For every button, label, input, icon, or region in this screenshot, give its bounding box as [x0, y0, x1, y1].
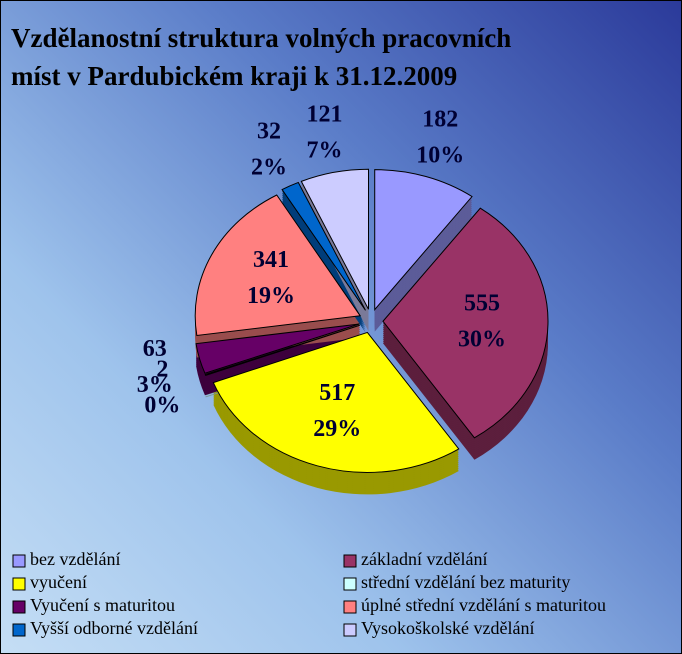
data-label: 341 — [253, 247, 289, 273]
slice — [194, 194, 362, 337]
slice — [281, 181, 366, 311]
slice — [195, 323, 360, 374]
legend-label: úplné střední vzdělání s maturitou — [361, 595, 606, 615]
data-label-percent: 19% — [247, 283, 295, 309]
data-label-percent: 2% — [251, 154, 287, 180]
legend-swatch — [343, 577, 357, 591]
legend-swatch — [343, 600, 357, 614]
data-label: 121 — [307, 101, 343, 127]
legend-swatch — [12, 623, 26, 637]
legend-swatch — [12, 577, 26, 591]
data-label-percent: 7% — [307, 137, 343, 163]
legend-label: základní vzdělání — [361, 549, 487, 569]
data-label: 517 — [319, 380, 355, 406]
data-label-percent: 30% — [458, 327, 506, 353]
legend-label: Vyučení s maturitou — [30, 595, 175, 615]
legend-label: Vysokoškolské vzdělání — [361, 618, 534, 638]
legend-swatch — [12, 554, 26, 568]
data-label-percent: 10% — [416, 143, 464, 169]
data-label: 63 — [143, 336, 167, 362]
legend-label: bez vzdělání — [30, 549, 120, 569]
data-label-percent: 0% — [144, 392, 180, 418]
legend-label: Vyšší odborné vzdělání — [30, 618, 198, 638]
data-label: 555 — [464, 291, 500, 317]
slice-tops — [194, 168, 549, 473]
legend-label: střední vzdělání bez maturity — [361, 572, 570, 592]
chart-title: Vzdělanostní struktura volných pracovníc… — [11, 23, 512, 91]
legend-swatch — [343, 554, 357, 568]
data-label: 2 — [156, 356, 168, 382]
legend-swatch — [12, 600, 26, 614]
data-label-percent: 29% — [313, 416, 361, 442]
slice — [300, 168, 370, 310]
slice — [204, 324, 360, 377]
data-label: 182 — [422, 107, 458, 133]
legend-swatch — [343, 623, 357, 637]
data-label-percent: 3% — [137, 372, 173, 398]
legend-label: vyučení — [30, 572, 87, 592]
slice — [212, 331, 460, 473]
slice — [374, 169, 473, 311]
slice — [382, 207, 549, 439]
data-label: 32 — [257, 118, 281, 144]
